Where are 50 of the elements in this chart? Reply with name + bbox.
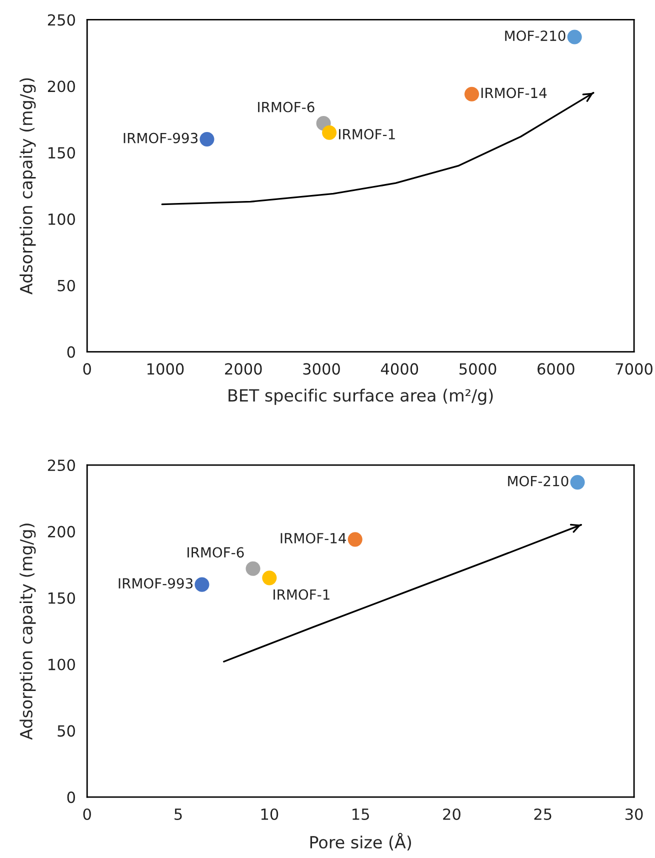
series-label: IRMOF-1 (339, 128, 395, 140)
series-label: IRMOF-14 (481, 88, 547, 98)
series-label: IRMOF-6 (188, 547, 244, 558)
y-tick-label: 200 (48, 526, 75, 538)
point (194, 577, 210, 592)
y-tick-label: 100 (48, 213, 75, 225)
series-label: IRMOF-14 (280, 532, 346, 544)
x-tick-label: 6000 (538, 363, 574, 375)
x-tick-label: 20 (443, 808, 460, 820)
series-label: IRMOF-1 (274, 589, 330, 600)
y-tick-label: 0 (67, 792, 75, 804)
x-tick-label: 2000 (225, 363, 262, 375)
x-tick-label: 5000 (460, 363, 496, 375)
y-tick-label: 50 (58, 725, 75, 737)
x-axis-title: BET specific surface area (m²/g) (228, 388, 493, 405)
point (464, 86, 480, 102)
series-label: IRMOF-993 (118, 578, 193, 589)
series-label: MOF-210 (508, 476, 568, 486)
y-tick-label: 250 (48, 14, 75, 26)
x-tick-label: 4000 (380, 363, 418, 375)
y-tick-label: 50 (58, 280, 75, 292)
point (200, 132, 214, 147)
y-tick-label: 150 (48, 147, 75, 159)
x-tick-label: 0 (83, 808, 91, 820)
y-tick-label: 250 (48, 460, 75, 472)
x-tick-label: 0 (83, 363, 91, 375)
series-label: MOF-210 (505, 30, 566, 42)
y-axis-title: Adsorption capaity (mg/g) (20, 524, 36, 740)
point (246, 561, 260, 576)
x-axis-title: Pore size (Å) (310, 832, 411, 850)
x-tick-label: 25 (534, 808, 552, 820)
x-tick-label: 30 (625, 808, 643, 820)
y-axis-title: Adsorption capaity (mg/g) (20, 78, 36, 294)
point (262, 570, 277, 586)
x-tick-label: 1000 (147, 363, 184, 375)
series-label: IRMOF-6 (258, 102, 314, 112)
y-tick-label: 100 (48, 658, 75, 670)
series-label: IRMOF-993 (124, 132, 198, 144)
point (322, 125, 337, 140)
x-tick-label: 7000 (616, 363, 652, 375)
y-tick-label: 0 (67, 346, 75, 358)
y-tick-label: 150 (48, 592, 75, 604)
point (348, 532, 362, 547)
x-tick-label: 15 (352, 808, 369, 820)
x-tick-label: 3000 (303, 363, 340, 375)
x-tick-label: 5 (174, 808, 182, 820)
point (567, 30, 582, 44)
x-tick-label: 10 (261, 808, 278, 820)
y-tick-label: 200 (48, 80, 75, 92)
point (570, 475, 585, 490)
